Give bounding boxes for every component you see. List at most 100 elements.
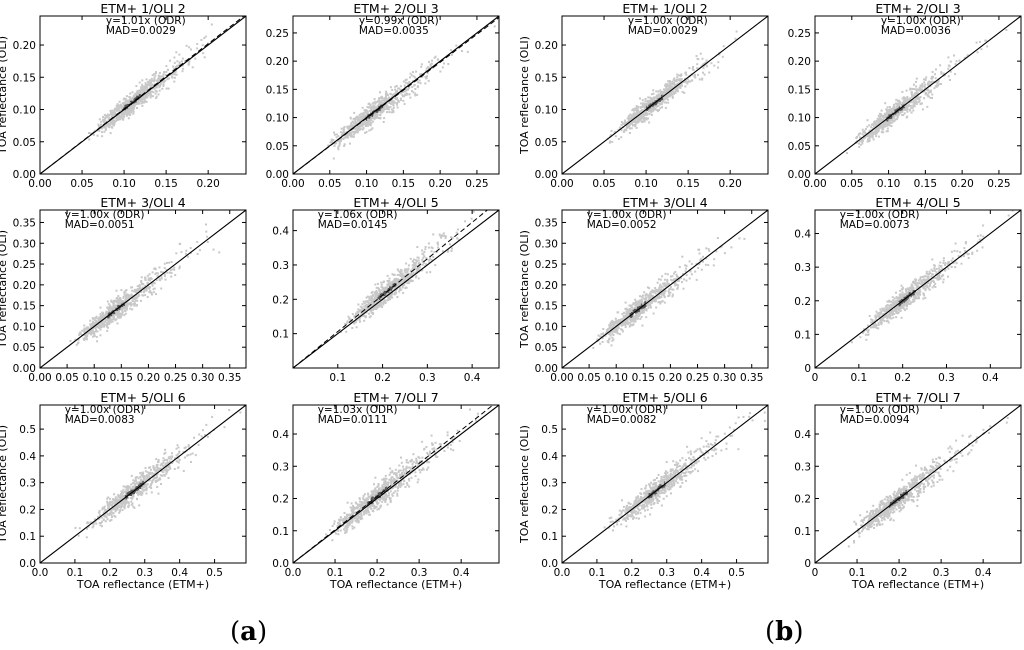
data-point <box>877 123 880 126</box>
data-point <box>173 71 176 74</box>
data-point <box>382 288 384 291</box>
data-point <box>928 83 931 86</box>
data-point <box>380 297 383 300</box>
data-point <box>680 73 683 76</box>
data-point <box>666 278 669 281</box>
data-point <box>858 133 861 135</box>
data-point <box>144 100 147 103</box>
data-point <box>666 95 669 98</box>
plot-frame <box>814 15 1022 175</box>
data-point <box>379 301 382 304</box>
data-point <box>705 64 708 67</box>
y-tick-label: 0.35 <box>13 217 36 229</box>
data-point <box>377 117 380 119</box>
data-point <box>381 107 384 110</box>
data-point <box>120 106 123 109</box>
data-point <box>862 134 865 137</box>
data-point <box>407 267 410 270</box>
data-point <box>421 75 424 78</box>
data-point <box>390 294 393 297</box>
data-point <box>658 103 661 106</box>
data-point <box>627 119 630 122</box>
data-point <box>911 95 914 98</box>
data-point <box>112 308 115 310</box>
data-point <box>378 289 381 292</box>
data-point <box>140 287 143 290</box>
data-point <box>99 334 102 337</box>
data-point <box>642 117 645 120</box>
data-point <box>342 127 345 130</box>
data-point <box>151 271 154 274</box>
data-point <box>381 286 384 289</box>
data-point <box>928 95 931 98</box>
data-point <box>455 231 458 234</box>
x-tick-label: 0.20 <box>137 372 160 384</box>
data-point <box>136 101 139 104</box>
data-point <box>374 102 377 105</box>
data-point <box>386 274 389 277</box>
data-point <box>661 106 664 109</box>
data-point <box>620 124 623 126</box>
data-point <box>383 290 386 293</box>
x-tick-label: 0.05 <box>55 372 78 384</box>
data-point <box>642 104 645 106</box>
data-point <box>718 53 721 56</box>
data-point <box>878 112 881 115</box>
data-point <box>859 140 862 143</box>
x-tick-label: 0.05 <box>840 178 863 190</box>
data-point <box>667 290 670 292</box>
data-point <box>657 109 659 111</box>
data-point <box>146 87 149 90</box>
data-point <box>364 305 367 308</box>
data-point <box>356 128 359 131</box>
data-point <box>165 271 168 274</box>
data-point <box>358 120 361 123</box>
data-point <box>126 107 129 109</box>
y-tick-label: 0.30 <box>13 238 36 250</box>
data-point <box>194 57 197 60</box>
data-point <box>446 250 449 253</box>
data-point <box>123 306 126 309</box>
data-point <box>162 73 165 76</box>
data-point <box>644 110 647 113</box>
data-point <box>167 77 170 80</box>
data-point <box>404 271 407 274</box>
data-point <box>871 123 874 126</box>
data-point <box>611 319 614 322</box>
data-point <box>377 282 379 285</box>
data-point <box>151 284 154 287</box>
data-point <box>451 247 453 250</box>
mad-annotation: MAD=0.0145 <box>318 219 388 231</box>
data-point <box>405 78 408 81</box>
data-point <box>635 108 638 111</box>
data-point <box>627 114 630 117</box>
data-point <box>442 232 445 235</box>
data-point <box>416 246 419 248</box>
data-point <box>84 335 87 337</box>
data-point <box>415 275 418 278</box>
mad-annotation: MAD=0.0029 <box>628 25 698 37</box>
data-point <box>641 120 644 123</box>
data-point <box>121 310 124 313</box>
data-point <box>947 75 950 78</box>
data-point <box>457 228 459 231</box>
data-point <box>612 321 615 323</box>
data-point <box>927 85 930 87</box>
data-point <box>627 116 630 119</box>
data-point <box>114 108 117 111</box>
data-point <box>386 105 389 108</box>
data-point <box>387 282 390 285</box>
data-point <box>361 114 364 117</box>
data-point <box>363 115 365 118</box>
panel-title: ETM+ 2/OLI 3 <box>353 1 438 16</box>
data-point <box>104 320 107 323</box>
data-point <box>388 277 391 280</box>
data-point <box>873 125 876 128</box>
data-point <box>196 240 199 243</box>
x-tick-label: 0.00 <box>28 372 51 384</box>
y-tick-label: 0.1 <box>272 329 289 341</box>
data-point <box>891 110 894 113</box>
data-point <box>673 272 675 275</box>
data-point <box>915 85 918 88</box>
data-point <box>427 246 430 249</box>
